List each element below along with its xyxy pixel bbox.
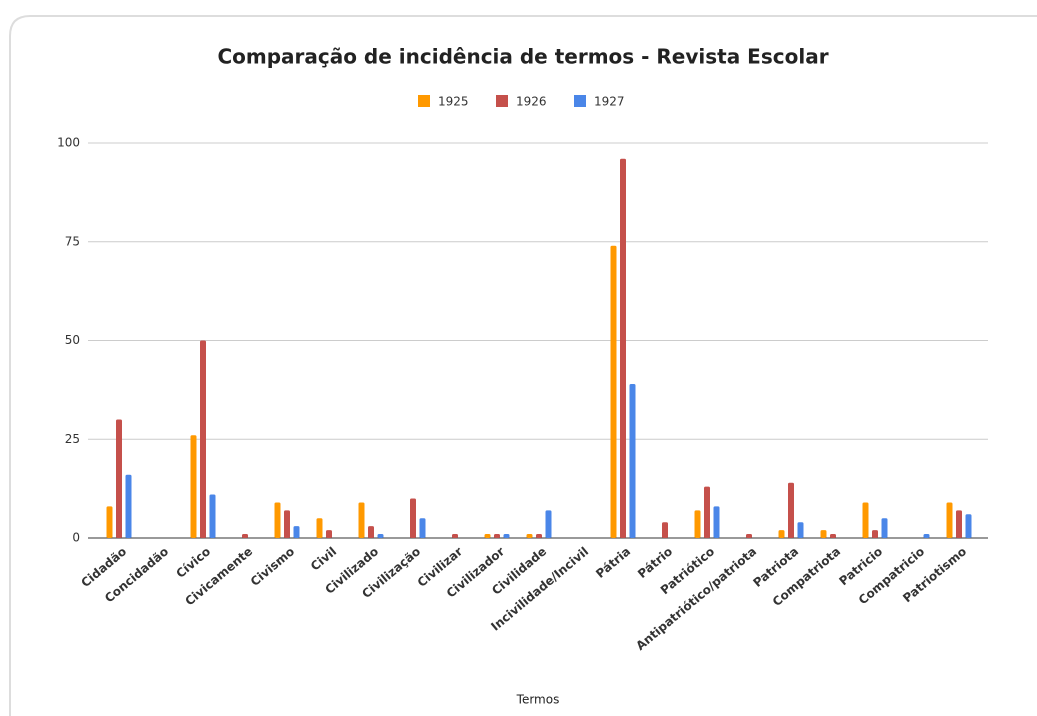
bar (797, 522, 804, 538)
legend-label: 1926 (516, 95, 547, 109)
card-border (9, 15, 1037, 716)
bar (694, 510, 701, 538)
bar (536, 534, 542, 538)
bar (484, 534, 491, 538)
bar (368, 526, 374, 538)
bar (946, 502, 953, 538)
bar (545, 510, 552, 538)
bar (358, 502, 365, 538)
bar (704, 486, 710, 538)
y-tick-label: 75 (65, 234, 80, 248)
y-tick-label: 0 (72, 531, 80, 545)
bar (956, 510, 962, 538)
bar (116, 419, 122, 538)
bar (125, 474, 132, 538)
legend-label: 1927 (594, 95, 625, 109)
bar (293, 526, 300, 538)
bar (923, 534, 930, 538)
y-tick-label: 25 (65, 432, 80, 446)
bar (377, 534, 384, 538)
legend-swatch (574, 95, 586, 107)
bar (106, 506, 113, 538)
bar (284, 510, 290, 538)
bar (274, 502, 281, 538)
bar (410, 498, 416, 538)
x-tick-label: Pátrio (635, 544, 675, 581)
bar (778, 530, 785, 538)
bar (713, 506, 720, 538)
legend-swatch (418, 95, 430, 107)
x-axis-label: Termos (516, 693, 560, 707)
bar (746, 534, 752, 538)
bar (881, 518, 888, 538)
bar (965, 514, 972, 538)
x-tick-label: Pátria (593, 544, 633, 581)
y-tick-label: 100 (57, 136, 80, 150)
bar (419, 518, 426, 538)
legend-label: 1925 (438, 95, 469, 109)
bar (862, 502, 869, 538)
legend-swatch (496, 95, 508, 107)
bar (820, 530, 827, 538)
bar (316, 518, 323, 538)
bar (326, 530, 332, 538)
bar (503, 534, 510, 538)
x-tick-label: Civil (308, 544, 339, 573)
bar (629, 383, 636, 538)
x-tick-label: Civismo (248, 544, 297, 589)
bar (610, 245, 617, 538)
chart-title: Comparação de incidência de termos - Rev… (217, 45, 828, 69)
bar (662, 522, 668, 538)
bar (452, 534, 458, 538)
bar (788, 482, 794, 538)
bar (620, 158, 626, 539)
bar (526, 534, 533, 538)
bar (200, 340, 206, 538)
bar (190, 435, 197, 538)
bar (872, 530, 878, 538)
bar (830, 534, 836, 538)
bar (242, 534, 248, 538)
bar (494, 534, 500, 538)
bar (209, 494, 216, 538)
y-tick-label: 50 (65, 333, 80, 347)
x-tick-label: Cívico (173, 544, 213, 581)
